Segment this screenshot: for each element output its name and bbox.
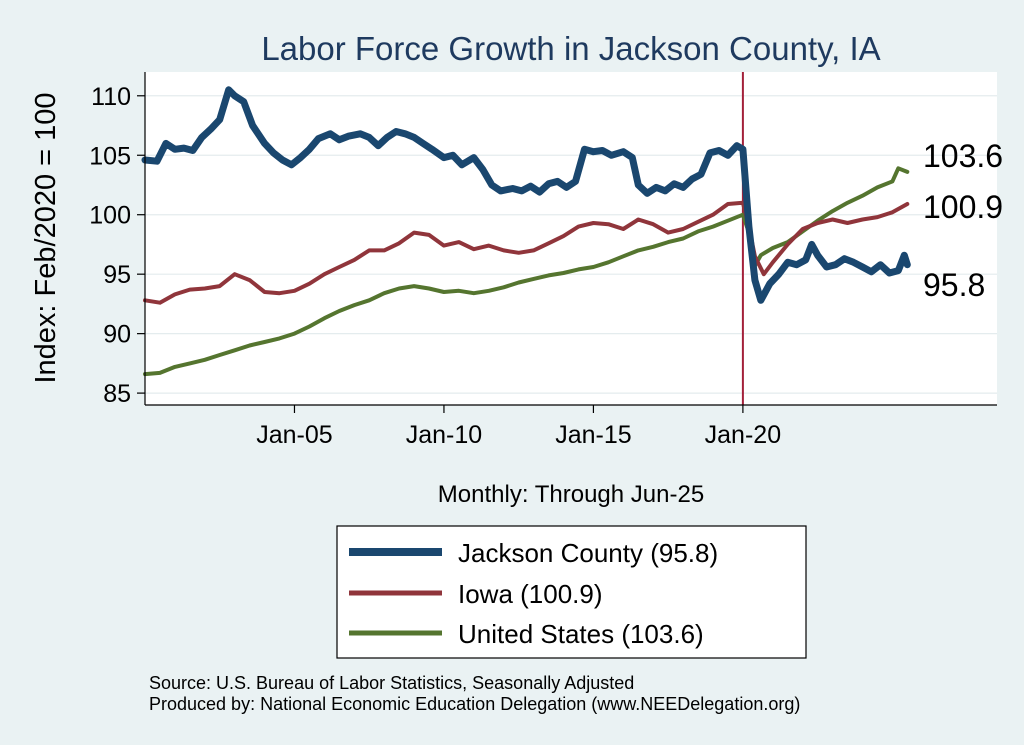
y-tick-label-95: 95 — [103, 261, 131, 289]
end-label-united-states: 103.6 — [923, 138, 1003, 174]
x-axis-label: Monthly: Through Jun-25 — [438, 481, 704, 508]
series-line-iowa — [143, 200, 910, 305]
source-note: Source: U.S. Bureau of Labor Statistics,… — [149, 673, 634, 693]
chart-title: Labor Force Growth in Jackson County, IA — [261, 30, 880, 67]
series-line-jackson-county — [141, 86, 911, 304]
y-tick-label-110: 110 — [91, 83, 131, 111]
legend-label-jackson-county: Jackson County (95.8) — [458, 538, 718, 568]
y-tick-label-100: 100 — [89, 202, 131, 230]
y-tick-label-105: 105 — [89, 142, 131, 170]
end-label-jackson-county: 95.8 — [923, 267, 985, 303]
x-tick-label-Jan-10: Jan-10 — [406, 421, 482, 449]
y-tick-label-90: 90 — [103, 321, 131, 349]
end-label-iowa: 100.9 — [923, 189, 1003, 225]
y-tick-label-85: 85 — [103, 380, 131, 408]
legend-label-iowa: Iowa (100.9) — [458, 579, 603, 609]
x-tick-label-Jan-05: Jan-05 — [256, 421, 332, 449]
plot-area — [145, 72, 997, 405]
y-axis-label: Index: Feb/2020 = 100 — [30, 92, 62, 383]
x-tick-label-Jan-15: Jan-15 — [555, 421, 631, 449]
x-tick-label-Jan-20: Jan-20 — [705, 421, 781, 449]
legend-label-united-states: United States (103.6) — [458, 619, 704, 649]
producer-note: Produced by: National Economic Education… — [149, 694, 800, 714]
